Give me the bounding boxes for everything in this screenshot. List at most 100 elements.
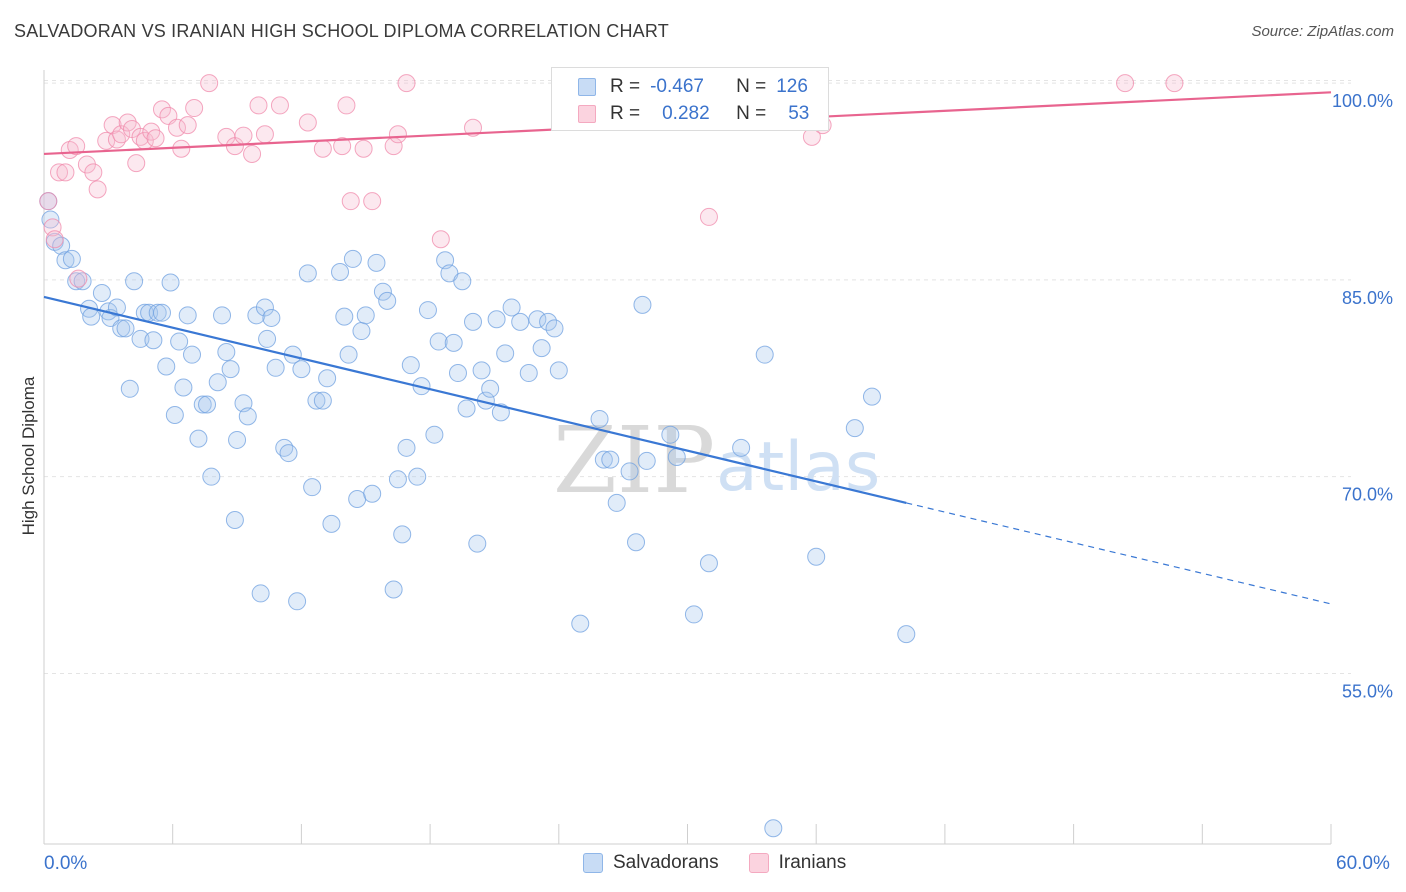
data-point (732, 438, 751, 457)
data-point (335, 307, 354, 326)
n-label: N = (736, 76, 767, 97)
legend-item-iranians: Iranians (748, 852, 847, 874)
data-point (178, 306, 197, 325)
data-point (511, 312, 530, 331)
data-point (448, 364, 467, 383)
data-point (39, 192, 58, 211)
data-point (333, 137, 352, 156)
data-point (481, 379, 500, 398)
data-point (468, 534, 487, 553)
data-point (331, 263, 350, 282)
data-point (170, 332, 189, 351)
data-point (50, 163, 69, 182)
data-point (549, 361, 568, 380)
chart-title: SALVADORAN VS IRANIAN HIGH SCHOOL DIPLOM… (14, 21, 669, 41)
data-point (845, 419, 864, 438)
legend-label-iranians: Iranians (778, 852, 847, 873)
data-point (62, 249, 81, 268)
legend-item-salvadorans: Salvadorans (583, 852, 719, 874)
data-point (152, 303, 171, 322)
data-point (202, 467, 221, 486)
data-point (208, 373, 227, 392)
data-point (193, 395, 212, 414)
data-point (303, 478, 322, 497)
data-point (354, 139, 373, 158)
legend-row-iranians: R = 0.282 N = 53 (552, 101, 809, 127)
data-point (352, 322, 371, 341)
data-point (116, 319, 135, 338)
n-label: N = (736, 103, 767, 124)
data-point (88, 180, 107, 199)
y-tick-label: 85.0% (1342, 288, 1393, 308)
r-value-salvadorans: -0.467 (650, 76, 704, 97)
data-point (178, 116, 197, 135)
data-point (897, 625, 916, 644)
data-point (661, 425, 680, 444)
data-point (125, 272, 144, 291)
data-point (764, 819, 783, 838)
data-point (429, 332, 448, 351)
legend-swatch-iranians (748, 853, 769, 873)
y-tick-label: 55.0% (1342, 681, 1393, 701)
data-point (440, 264, 459, 283)
data-point (69, 269, 88, 288)
data-point (157, 357, 176, 376)
data-point (388, 125, 407, 144)
data-point (146, 129, 165, 148)
x-axis-max-label: 60.0% (1336, 853, 1390, 874)
data-point (627, 533, 646, 552)
data-point (131, 329, 150, 348)
data-point (755, 345, 774, 364)
data-point (313, 391, 332, 410)
data-point (217, 343, 236, 362)
data-point (249, 96, 268, 115)
watermark-zip: ZIP (553, 407, 715, 514)
data-point (1116, 74, 1135, 93)
data-point (384, 580, 403, 599)
data-point (378, 291, 397, 310)
data-point (401, 356, 420, 375)
trend-line-salvadorans-extension (906, 502, 1332, 605)
data-point (279, 444, 298, 463)
iranian-points (39, 74, 1184, 288)
data-point (341, 192, 360, 211)
data-point (545, 319, 564, 338)
data-point (234, 126, 253, 145)
data-point (699, 554, 718, 573)
data-point (453, 272, 472, 291)
data-point (457, 399, 476, 418)
data-point (52, 236, 71, 255)
data-point (487, 310, 506, 329)
data-point (200, 74, 219, 93)
source-credit: Source: ZipAtlas.com (1251, 23, 1394, 40)
data-point (112, 125, 131, 144)
data-point (519, 364, 538, 383)
y-axis-label: High School Diploma (19, 376, 38, 535)
data-point (298, 113, 317, 132)
data-point (167, 118, 186, 137)
data-point (213, 306, 232, 325)
data-point (45, 230, 64, 249)
r-label: R = (610, 103, 641, 124)
data-point (56, 163, 75, 182)
salvadoran-points (39, 74, 916, 838)
data-point (152, 100, 171, 119)
watermark: ZIP atlas (553, 407, 880, 514)
data-point (539, 312, 558, 331)
data-point (607, 493, 626, 512)
data-point (363, 484, 382, 503)
data-point (431, 230, 450, 249)
data-point (251, 584, 270, 603)
data-point (620, 462, 639, 481)
y-tick-label: 70.0% (1342, 485, 1393, 505)
data-point (255, 125, 274, 144)
data-point (594, 450, 613, 469)
data-point (408, 467, 427, 486)
legend-row-salvadorans: R = -0.467 N = 126 (552, 74, 808, 100)
data-point (397, 438, 416, 457)
data-point (322, 514, 341, 533)
trend-line-salvadorans (43, 295, 907, 504)
data-point (144, 331, 163, 350)
data-point (684, 605, 703, 624)
